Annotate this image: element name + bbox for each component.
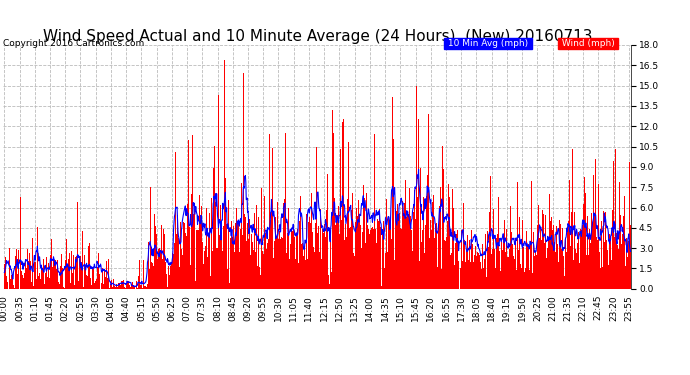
Text: Copyright 2016 Cartronics.com: Copyright 2016 Cartronics.com <box>3 39 145 48</box>
Text: 10 Min Avg (mph): 10 Min Avg (mph) <box>445 39 531 48</box>
Text: Wind (mph): Wind (mph) <box>559 39 618 48</box>
Title: Wind Speed Actual and 10 Minute Average (24 Hours)  (New) 20160713: Wind Speed Actual and 10 Minute Average … <box>43 29 592 44</box>
